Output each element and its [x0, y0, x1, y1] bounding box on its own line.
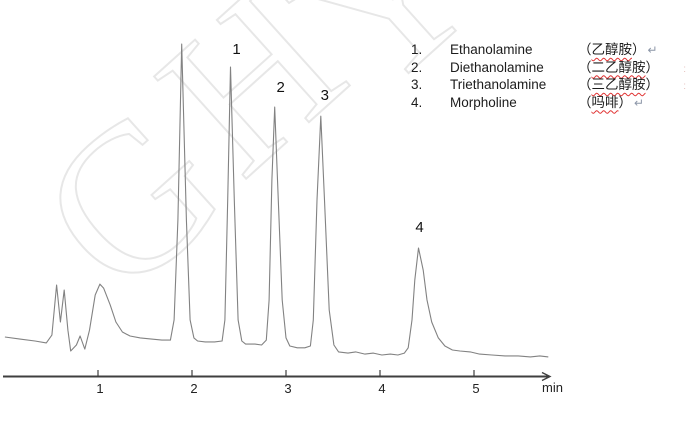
paragraph-return-icon: ↵ — [647, 43, 658, 57]
axis-tick-label: 5 — [472, 381, 479, 396]
peak-label: 1 — [232, 41, 240, 58]
peak-labels: 1 2 3 4 — [232, 41, 423, 236]
chinese-term-misspelled: 乙醇胺 — [591, 42, 633, 57]
legend-compound-name: Triethanolamine — [450, 77, 547, 92]
watermark: GHY — [0, 0, 520, 338]
legend-compound-name-chinese: （三乙醇胺） — [578, 76, 659, 94]
faint-edge-mark: : — [683, 81, 686, 92]
chromatogram-trace — [4, 43, 549, 358]
chinese-term-misspelled: 二乙醇胺 — [591, 59, 646, 75]
fullwidth-paren-open: （ — [578, 94, 592, 110]
legend-compound-name: Diethanolamine — [450, 59, 544, 75]
x-axis-unit-label: min — [542, 380, 563, 395]
axis-tick-label: 3 — [284, 381, 291, 396]
legend-compound-name: Morpholine — [450, 94, 517, 110]
x-axis-ticks: 1 2 3 4 5 — [96, 370, 480, 396]
legend-number: 2. — [411, 59, 423, 75]
x-axis-arrow-icon — [541, 371, 552, 382]
chinese-term-misspelled: 三乙醇胺 — [591, 77, 646, 92]
faint-edge-mark: : — [683, 63, 686, 75]
legend-compound-name-chinese: （吗啡） — [578, 94, 632, 112]
legend-number: 4. — [411, 94, 423, 110]
legend-compound-name-chinese: （乙醇胺） — [578, 41, 646, 59]
legend-number: 3. — [411, 77, 423, 92]
signal-trace-group — [4, 43, 549, 358]
fullwidth-paren-open: （ — [578, 77, 592, 92]
fullwidth-paren-close: ） — [618, 94, 633, 110]
legend-item: 1. Ethanolamine （乙醇胺） ↵ — [411, 41, 690, 59]
peak-label: 3 — [321, 87, 329, 104]
axis-tick-label: 1 — [96, 381, 103, 396]
fullwidth-paren-open: （ — [578, 59, 592, 75]
fullwidth-paren-close: ） — [645, 77, 660, 92]
chinese-term-misspelled: 吗啡 — [591, 94, 619, 110]
axis-tick-label: 4 — [378, 381, 385, 396]
fullwidth-paren-open: （ — [578, 42, 592, 57]
peak-label: 4 — [415, 219, 423, 236]
legend-item: 2. Diethanolamine （二乙醇胺）: — [411, 59, 690, 77]
legend: 1. Ethanolamine （乙醇胺） ↵ 2. Diethanolamine （二乙醇… — [411, 41, 690, 111]
legend-compound-name-chinese: （二乙醇胺） — [578, 59, 659, 77]
legend-number: 1. — [411, 42, 423, 57]
legend-item: 4. Morpholine （吗啡） ↵ — [411, 94, 690, 112]
fullwidth-paren-close: ） — [645, 59, 660, 75]
paragraph-return-icon: ↵ — [634, 95, 645, 110]
axis-tick-label: 2 — [190, 381, 197, 396]
peak-label: 2 — [277, 79, 285, 96]
legend-item: 3. Triethanolamine （三乙醇胺）: — [411, 76, 690, 94]
legend-compound-name: Ethanolamine — [450, 42, 533, 57]
fullwidth-paren-close: ） — [632, 42, 646, 57]
